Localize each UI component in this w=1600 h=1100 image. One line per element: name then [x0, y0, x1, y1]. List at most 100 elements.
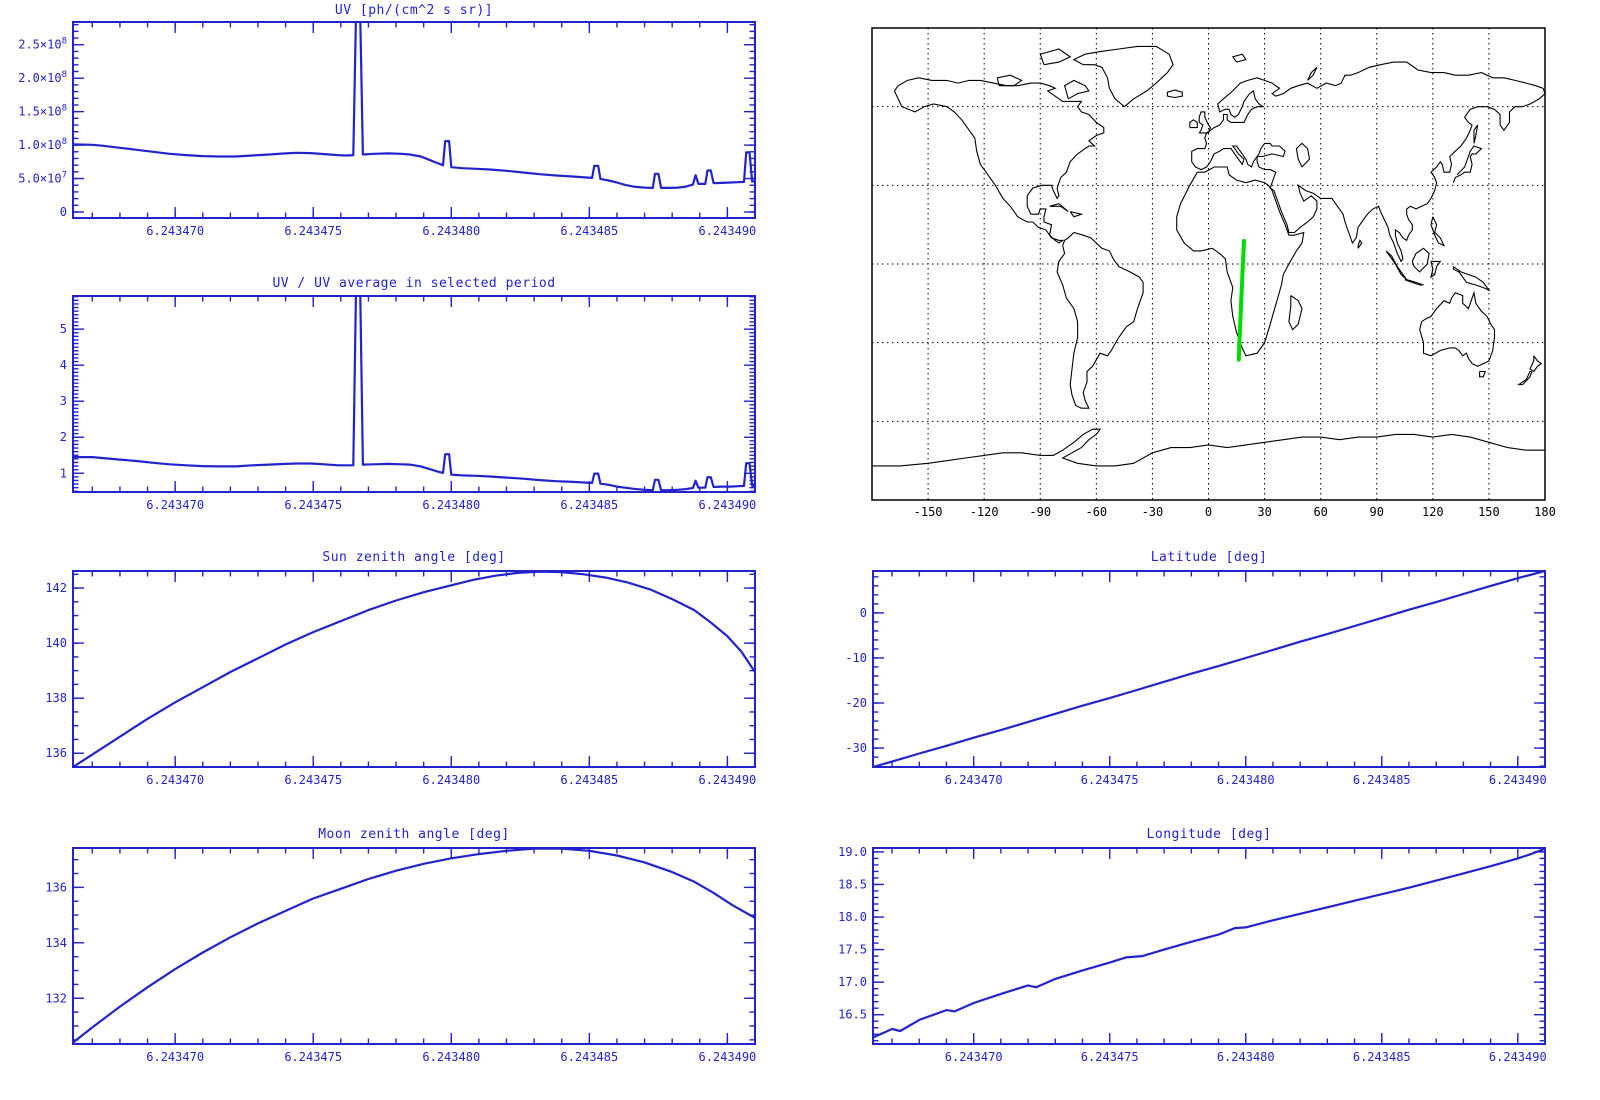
x-tick-label: 6.243475 — [284, 1050, 342, 1064]
x-tick-label: 6.243480 — [422, 773, 480, 787]
y-tick-label: 2 — [60, 430, 67, 444]
y-ticks — [73, 296, 755, 492]
plot-frame — [72, 295, 756, 493]
x-tick-label: 6.243485 — [1353, 773, 1411, 787]
y-tick-label: -20 — [845, 696, 867, 710]
y-tick-label: 132 — [45, 991, 67, 1005]
y-tick-label: -10 — [845, 651, 867, 665]
uv-data-line — [73, 22, 755, 189]
x-tick-label: 6.243485 — [560, 1050, 618, 1064]
plot-frame — [72, 570, 756, 768]
y-tick-label: 1.0×108 — [18, 137, 67, 152]
x-tick-label: 6.243485 — [560, 224, 618, 238]
moon-zenith-plot: 6.243470 6.243475 6.243480 6.243485 6.243490… — [45, 847, 756, 1064]
x-tick-label: 6.243490 — [698, 1050, 756, 1064]
map-lon-label: 150 — [1478, 505, 1500, 519]
y-tick-label: 16.5 — [838, 1008, 867, 1022]
x-tick-label: 6.243485 — [560, 498, 618, 512]
x-tick-label: 6.243470 — [146, 224, 204, 238]
x-tick-label: 6.243470 — [146, 498, 204, 512]
y-tick-label: 2.5×108 — [18, 37, 67, 52]
y-ticks — [73, 858, 755, 1041]
y-tick-label: 0 — [860, 606, 867, 620]
moon-zenith-plot-title: Moon zenith angle [deg] — [318, 827, 510, 842]
x-tick-label: 6.243475 — [284, 224, 342, 238]
x-tick-label: 6.243490 — [1489, 773, 1547, 787]
y-tick-label: 17.0 — [838, 975, 867, 989]
y-tick-label: 19.0 — [838, 845, 867, 859]
y-tick-label: -30 — [845, 741, 867, 755]
x-tick-label: 6.243480 — [1217, 1050, 1275, 1064]
y-ticks — [73, 23, 755, 213]
x-tick-label: 6.243470 — [945, 1050, 1003, 1064]
map-frame — [871, 27, 1546, 501]
map-lon-label: 180 — [1534, 505, 1556, 519]
plot-frame — [72, 21, 756, 219]
map-graticule — [872, 28, 1545, 500]
map-lon-label: -60 — [1085, 505, 1107, 519]
x-tick-label: 6.243475 — [284, 498, 342, 512]
y-tick-label: 18.0 — [838, 910, 867, 924]
world-map-panel: -150 -120 -90 -60 -30 0 30 60 90 120 150 180 — [871, 27, 1556, 519]
map-lon-label: 90 — [1370, 505, 1384, 519]
y-tick-label: 17.5 — [838, 943, 867, 957]
uv-plot: 6.243470 6.243475 6.243480 6.243485 6.243490… — [18, 21, 756, 238]
map-lon-label: -150 — [914, 505, 943, 519]
latitude-data-line — [873, 571, 1545, 767]
y-tick-label: 142 — [45, 581, 67, 595]
map-coastlines — [872, 45, 1545, 467]
x-tick-label: 6.243475 — [1081, 773, 1139, 787]
x-tick-label: 6.243470 — [945, 773, 1003, 787]
x-tick-label: 6.243480 — [422, 1050, 480, 1064]
y-tick-label: 4 — [60, 358, 67, 372]
uv-ratio-data-line — [73, 296, 755, 492]
y-tick-label: 1 — [60, 466, 67, 480]
map-lon-label: -120 — [970, 505, 999, 519]
plot-frame — [872, 847, 1546, 1045]
x-tick-label: 6.243490 — [698, 498, 756, 512]
map-lon-label: -30 — [1142, 505, 1164, 519]
x-ticks — [91, 571, 756, 767]
x-tick-label: 6.243490 — [698, 224, 756, 238]
x-tick-label: 6.243490 — [1489, 1050, 1547, 1064]
x-tick-label: 6.243470 — [146, 1050, 204, 1064]
y-tick-label: 136 — [45, 880, 67, 894]
moon-zenith-data-line — [73, 848, 755, 1044]
x-ticks — [91, 848, 756, 1044]
y-tick-label: 140 — [45, 636, 67, 650]
y-tick-label: 0 — [60, 205, 67, 219]
sun-zenith-plot-title: Sun zenith angle [deg] — [322, 550, 506, 565]
x-tick-label: 6.243485 — [560, 773, 618, 787]
x-tick-label: 6.243485 — [1353, 1050, 1411, 1064]
ground-track-line — [1236, 238, 1246, 362]
latitude-plot-title: Latitude [deg] — [1150, 550, 1268, 565]
longitude-plot: 6.243470 6.243475 6.243480 6.243485 6.243490… — [838, 845, 1547, 1064]
y-tick-label: 2.0×108 — [18, 70, 67, 85]
x-tick-label: 6.243480 — [1217, 773, 1275, 787]
sun-zenith-plot: 6.243470 6.243475 6.243480 6.243485 6.243490… — [45, 570, 756, 787]
x-tick-label: 6.243470 — [146, 773, 204, 787]
plot-frame — [72, 847, 756, 1045]
uv-ratio-plot: 6.243470 6.243475 6.243480 6.243485 6.243490… — [60, 295, 756, 512]
y-tick-label: 5 — [60, 322, 67, 336]
longitude-data-line — [873, 848, 1545, 1039]
map-lon-label: 30 — [1257, 505, 1271, 519]
map-lon-label: 60 — [1313, 505, 1327, 519]
y-tick-label: 1.5×108 — [18, 104, 67, 119]
sun-zenith-data-line — [73, 571, 755, 767]
x-tick-label: 6.243480 — [422, 224, 480, 238]
x-tick-label: 6.243475 — [1081, 1050, 1139, 1064]
uv-plot-title: UV [ph/(cm^2 s sr)] — [334, 3, 494, 18]
plot-frame — [872, 570, 1546, 768]
y-tick-label: 3 — [60, 394, 67, 408]
uv-ratio-plot-title: UV / UV average in selected period — [272, 276, 556, 291]
latitude-plot: 6.243470 6.243475 6.243480 6.243485 6.243490… — [845, 570, 1547, 787]
x-ticks — [91, 22, 756, 218]
x-ticks — [891, 848, 1546, 1044]
y-tick-label: 134 — [45, 936, 67, 950]
x-tick-label: 6.243475 — [284, 773, 342, 787]
x-tick-label: 6.243480 — [422, 498, 480, 512]
x-ticks — [91, 296, 756, 492]
